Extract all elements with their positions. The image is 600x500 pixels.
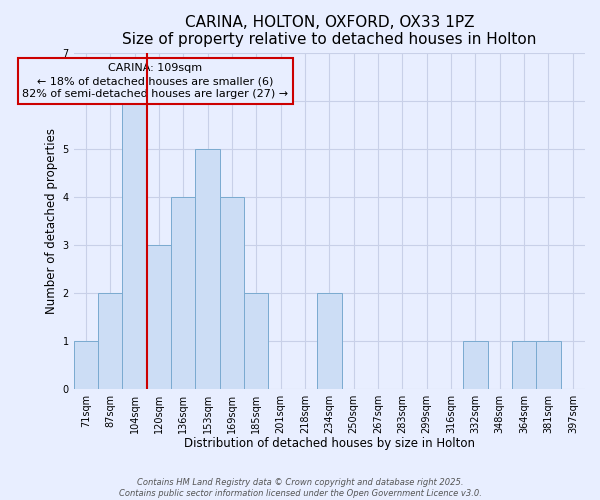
Bar <box>171 196 196 388</box>
X-axis label: Distribution of detached houses by size in Holton: Distribution of detached houses by size … <box>184 437 475 450</box>
Text: CARINA: 109sqm
← 18% of detached houses are smaller (6)
82% of semi-detached hou: CARINA: 109sqm ← 18% of detached houses … <box>22 63 289 99</box>
Bar <box>122 100 147 389</box>
Bar <box>317 292 341 388</box>
Bar <box>98 292 122 388</box>
Title: CARINA, HOLTON, OXFORD, OX33 1PZ
Size of property relative to detached houses in: CARINA, HOLTON, OXFORD, OX33 1PZ Size of… <box>122 15 536 48</box>
Bar <box>220 196 244 388</box>
Bar <box>536 340 560 388</box>
Bar <box>196 148 220 388</box>
Text: Contains HM Land Registry data © Crown copyright and database right 2025.
Contai: Contains HM Land Registry data © Crown c… <box>119 478 481 498</box>
Bar <box>463 340 488 388</box>
Y-axis label: Number of detached properties: Number of detached properties <box>46 128 58 314</box>
Bar <box>147 244 171 388</box>
Bar <box>74 340 98 388</box>
Bar <box>244 292 268 388</box>
Bar <box>512 340 536 388</box>
